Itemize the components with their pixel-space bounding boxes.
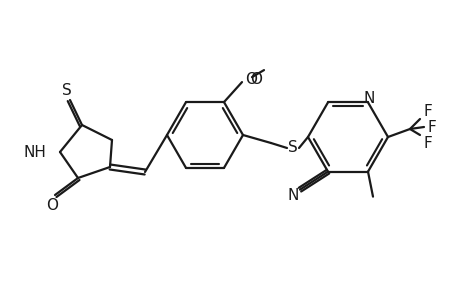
Text: F: F <box>423 136 431 151</box>
Text: NH: NH <box>23 145 46 160</box>
Text: O: O <box>249 72 262 87</box>
Text: O: O <box>245 72 257 87</box>
Text: N: N <box>287 188 298 203</box>
Text: F: F <box>423 103 431 118</box>
Text: N: N <box>363 91 374 106</box>
Text: O: O <box>46 197 58 212</box>
Text: S: S <box>287 140 297 154</box>
Text: S: S <box>62 82 72 98</box>
Text: F: F <box>427 119 436 134</box>
